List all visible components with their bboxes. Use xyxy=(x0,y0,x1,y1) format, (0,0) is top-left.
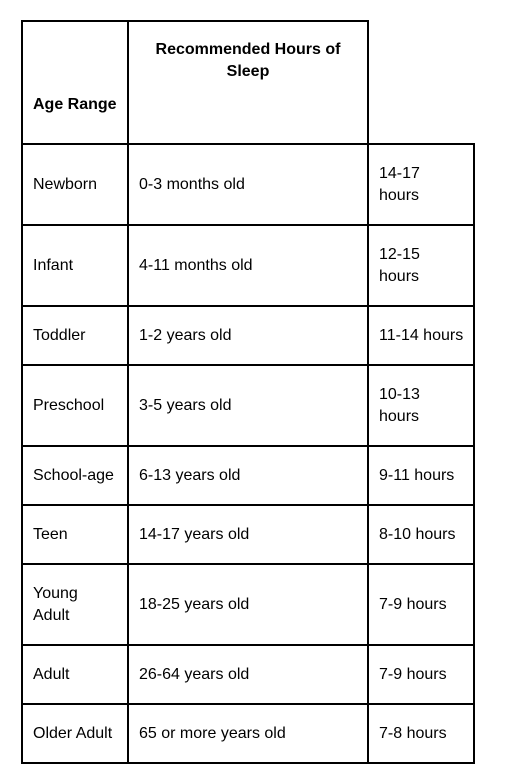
cell-hours: 7-8 hours xyxy=(366,703,476,764)
table-row: Infant 4-11 months old 12-15 hours xyxy=(21,224,476,307)
cell-age: 65 or more years old xyxy=(127,703,369,764)
cell-hours-text: 10-13 hours xyxy=(379,385,420,425)
cell-hours: 10-13 hours xyxy=(366,364,476,447)
cell-age: 6-13 years old xyxy=(127,445,369,506)
sleep-table-container: Age Range Recommended Hours of Sleep New… xyxy=(21,20,476,764)
cell-group: Young Adult xyxy=(21,563,129,646)
header-blank xyxy=(366,21,475,145)
cell-age: 14-17 years old xyxy=(127,504,369,565)
cell-hours: 9-11 hours xyxy=(366,445,476,506)
table-row: Young Adult 18-25 years old 7-9 hours xyxy=(21,563,476,646)
cell-hours: 7-9 hours xyxy=(366,563,476,646)
cell-group-text: Young Adult xyxy=(33,584,78,624)
cell-hours: 14-17 hours xyxy=(366,143,476,226)
cell-group: Adult xyxy=(21,644,129,705)
cell-group: Preschool xyxy=(21,364,129,447)
cell-group: Teen xyxy=(21,504,129,565)
cell-hours-text: 14-17 hours xyxy=(379,164,420,204)
cell-group: Older Adult xyxy=(21,703,129,764)
header-row: Age Range Recommended Hours of Sleep xyxy=(21,20,475,145)
cell-group: Infant xyxy=(21,224,129,307)
cell-age: 1-2 years old xyxy=(127,305,369,366)
header-recommended-hours-text: Recommended Hours of Sleep xyxy=(155,41,341,80)
cell-hours: 11-14 hours xyxy=(366,305,476,366)
cell-hours: 8-10 hours xyxy=(366,504,476,565)
table-row: Newborn 0-3 months old 14-17 hours xyxy=(21,143,476,226)
cell-age: 0-3 months old xyxy=(127,143,369,226)
cell-group: Toddler xyxy=(21,305,129,366)
table-row: School-age 6-13 years old 9-11 hours xyxy=(21,445,476,506)
header-recommended-hours: Recommended Hours of Sleep xyxy=(127,20,369,145)
cell-hours-text: 12-15 hours xyxy=(379,245,420,285)
table-row: Toddler 1-2 years old 11-14 hours xyxy=(21,305,476,366)
table-row: Adult 26-64 years old 7-9 hours xyxy=(21,644,476,705)
table-row: Teen 14-17 years old 8-10 hours xyxy=(21,504,476,565)
table-row: Older Adult 65 or more years old 7-8 hou… xyxy=(21,703,476,764)
cell-hours: 12-15 hours xyxy=(366,224,476,307)
cell-age: 3-5 years old xyxy=(127,364,369,447)
header-age-range: Age Range xyxy=(21,20,129,145)
cell-group: Newborn xyxy=(21,143,129,226)
cell-age: 18-25 years old xyxy=(127,563,369,646)
cell-hours: 7-9 hours xyxy=(366,644,476,705)
cell-age: 4-11 months old xyxy=(127,224,369,307)
sleep-recommendations-table: Age Range Recommended Hours of Sleep New… xyxy=(21,20,476,764)
cell-group: School-age xyxy=(21,445,129,506)
table-row: Preschool 3-5 years old 10-13 hours xyxy=(21,364,476,447)
cell-age: 26-64 years old xyxy=(127,644,369,705)
